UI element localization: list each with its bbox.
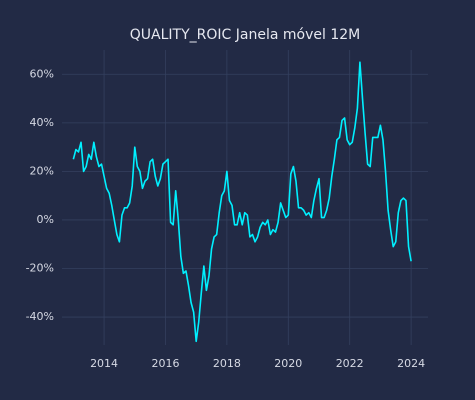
x-tick-label: 2014: [90, 357, 118, 370]
y-tick-label: 20%: [30, 164, 54, 177]
line-series: [72, 61, 412, 343]
x-tick-label: 2020: [274, 357, 302, 370]
y-tick-label: 0%: [37, 213, 54, 226]
y-tick-label: -20%: [26, 262, 54, 275]
y-tick-label: 60%: [30, 67, 54, 80]
x-tick-label: 2022: [336, 357, 364, 370]
y-tick-label: -40%: [26, 310, 54, 323]
x-tick-label: 2024: [397, 357, 425, 370]
chart-title: QUALITY_ROIC Janela móvel 12M: [130, 27, 360, 43]
y-tick-label: 40%: [30, 116, 54, 129]
x-tick-label: 2018: [213, 357, 241, 370]
x-tick-label: 2016: [151, 357, 179, 370]
